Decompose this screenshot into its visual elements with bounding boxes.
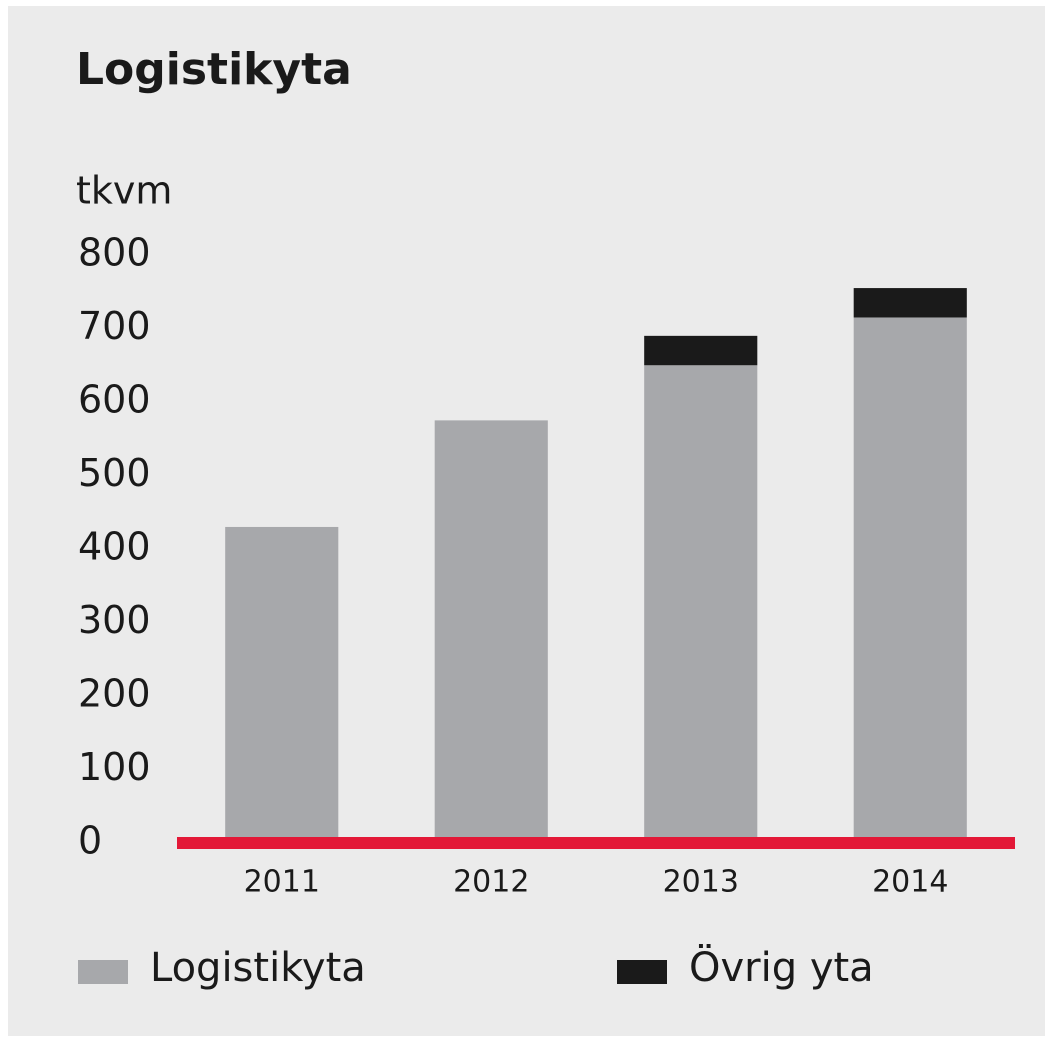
y-tick-label: 200 xyxy=(78,672,151,716)
y-tick-label: 0 xyxy=(78,819,102,863)
legend-label: Övrig yta xyxy=(689,943,874,991)
x-tick-label: 2013 xyxy=(663,865,739,900)
y-tick-label: 600 xyxy=(78,378,151,422)
bar-segment xyxy=(853,288,967,318)
legend-label: Logistikyta xyxy=(150,945,366,991)
y-tick-label: 800 xyxy=(78,231,151,275)
bar-segment xyxy=(644,365,758,843)
bar-segment xyxy=(434,420,548,843)
y-tick-label: 700 xyxy=(78,304,151,348)
y-axis-label: tkvm xyxy=(76,169,172,213)
chart-title: Logistikyta xyxy=(76,44,352,95)
legend-swatch xyxy=(78,960,128,984)
bar-segment xyxy=(225,526,339,843)
bar-segment xyxy=(644,335,758,366)
legend-swatch xyxy=(617,960,667,984)
bar-segment xyxy=(853,317,967,844)
y-tick-label: 300 xyxy=(78,598,151,642)
x-tick-label: 2011 xyxy=(244,865,320,900)
x-tick-label: 2012 xyxy=(453,865,529,900)
y-tick-label: 100 xyxy=(78,745,151,789)
x-tick-label: 2014 xyxy=(872,865,948,900)
y-tick-label: 400 xyxy=(78,525,151,569)
y-tick-label: 500 xyxy=(78,451,151,495)
baseline xyxy=(177,837,1015,849)
